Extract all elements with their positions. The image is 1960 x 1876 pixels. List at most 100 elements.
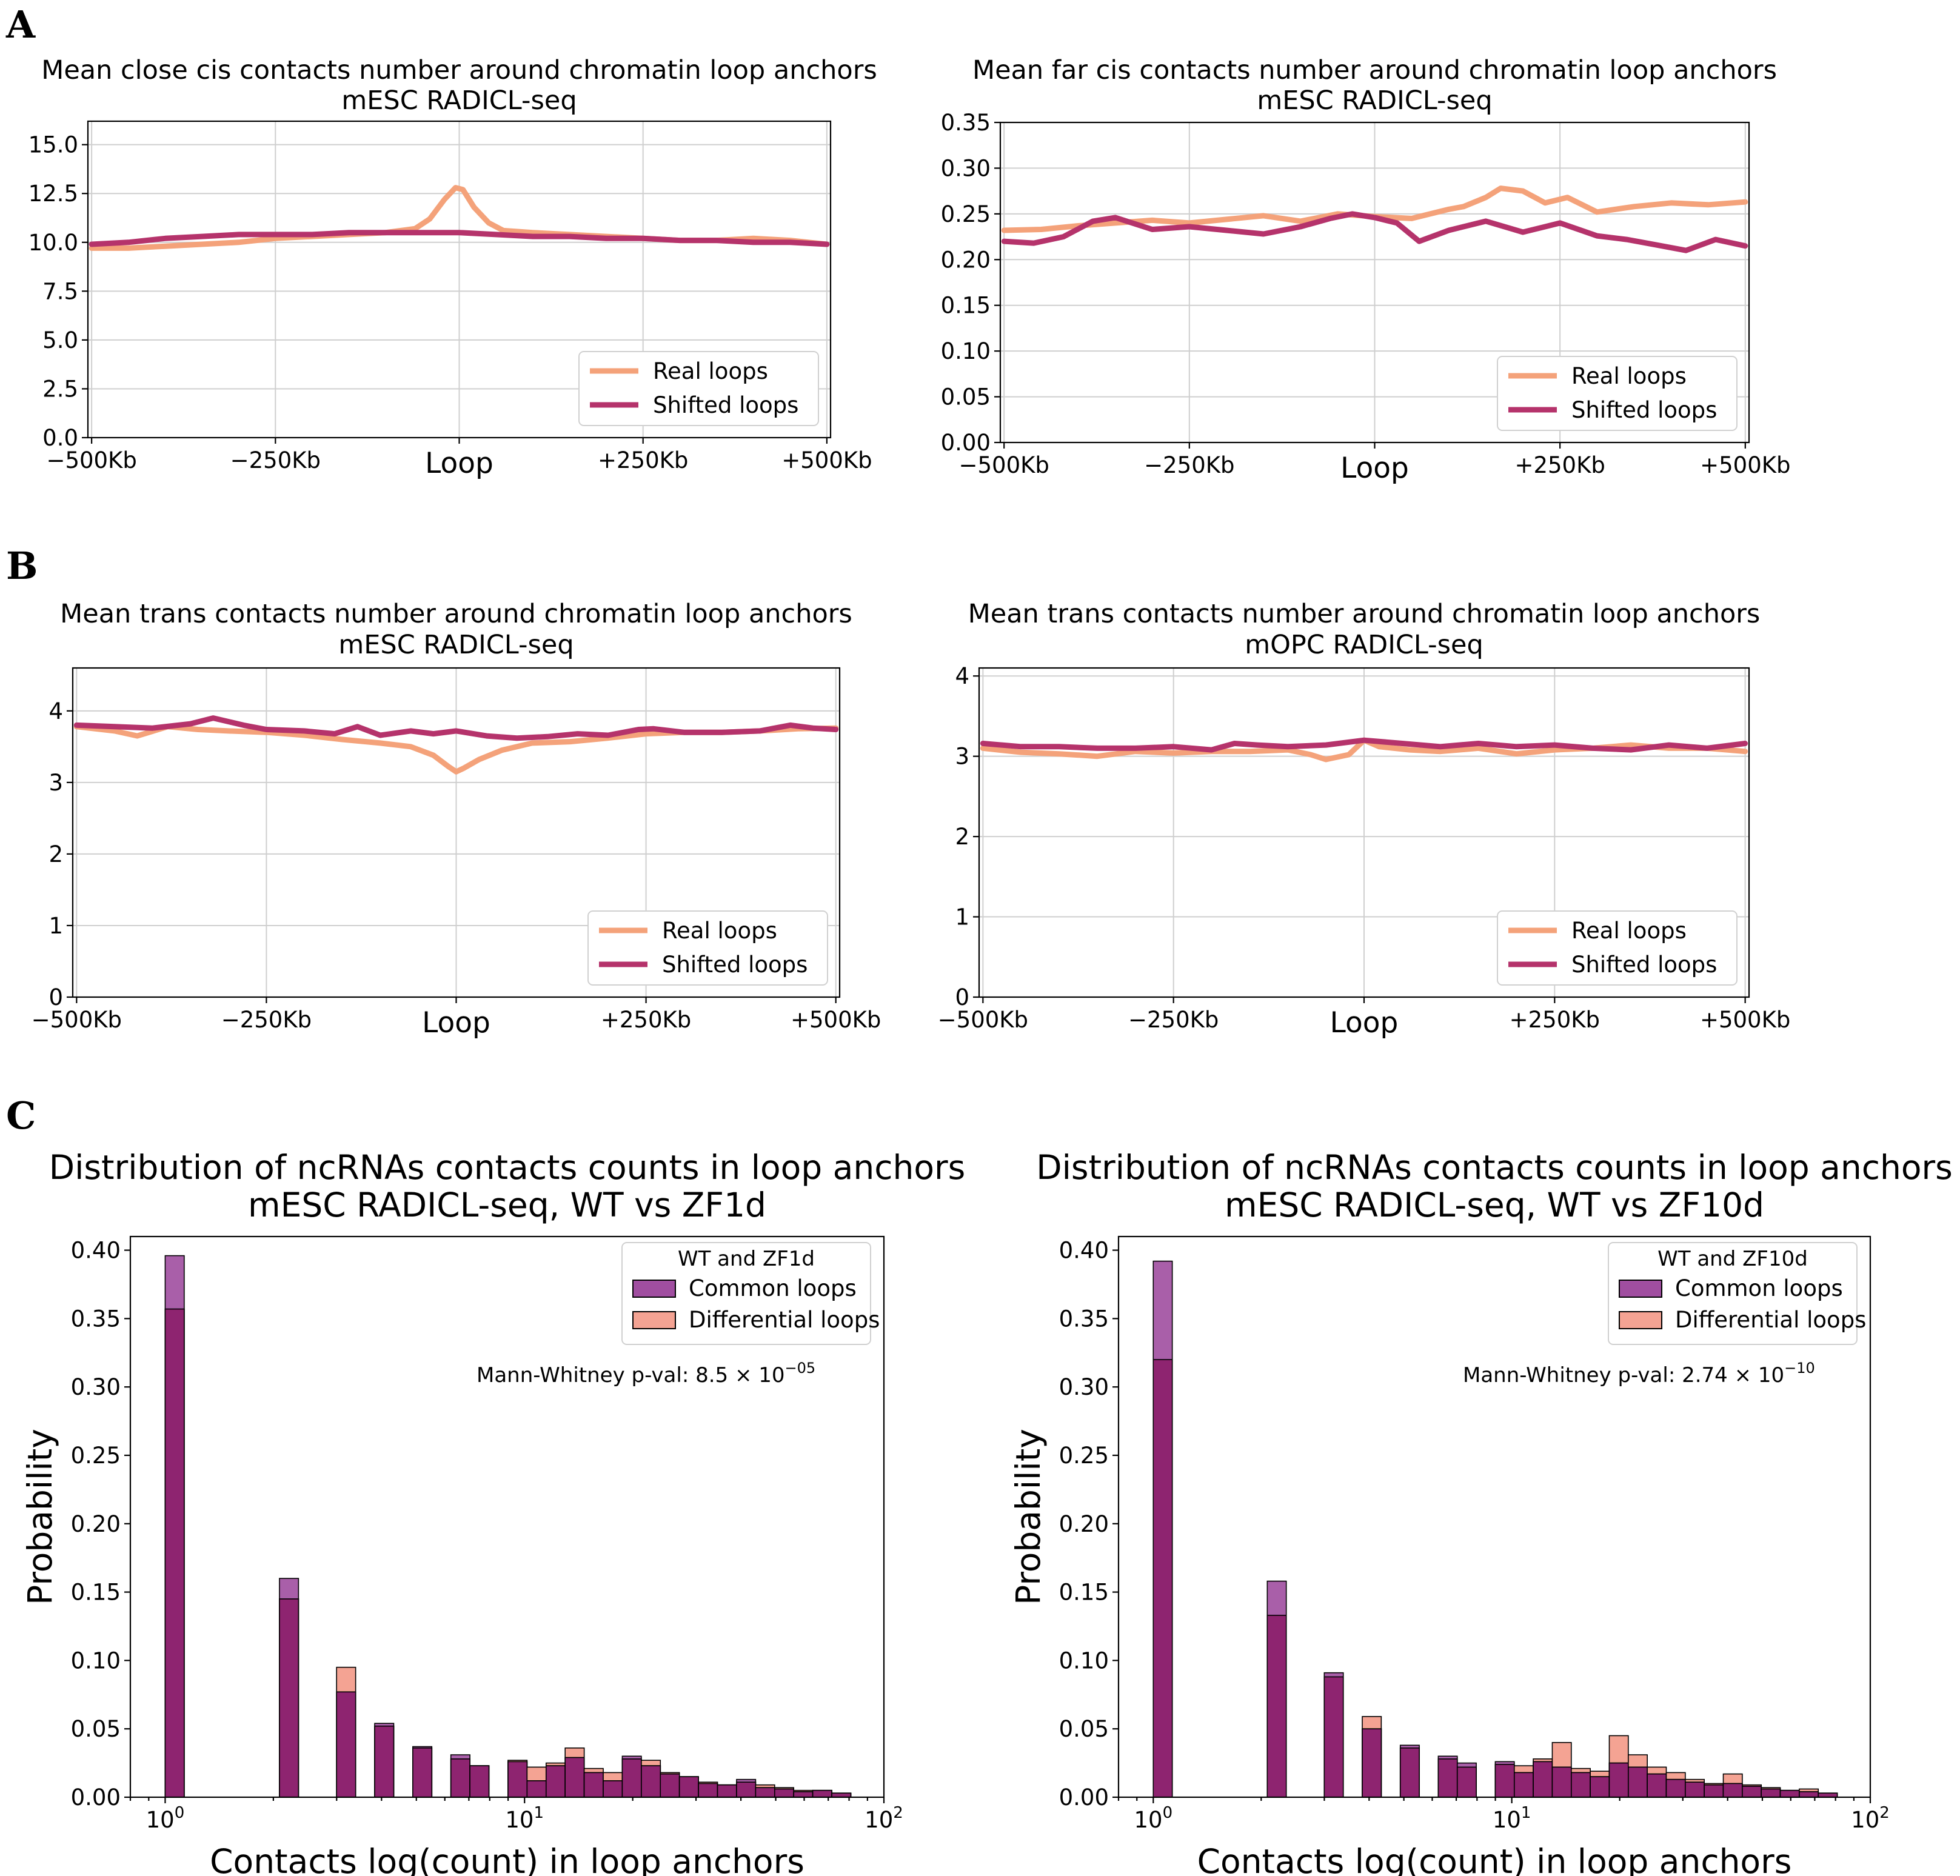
chart-subtitle: mESC RADICL-seq [341, 85, 577, 116]
y-tick-label: 1 [955, 904, 969, 930]
bar-overlap [1761, 1788, 1781, 1798]
x-axis-label: Contacts log(count) in loop anchors [210, 1842, 804, 1876]
bar-overlap [545, 1765, 566, 1798]
chart-subtitle: mESC RADICL-seq, WT vs ZF10d [1225, 1186, 1764, 1224]
bar-overlap [1742, 1786, 1762, 1798]
y-tick-label: 0.25 [1059, 1443, 1109, 1469]
x-tick-label: +250Kb [601, 1007, 691, 1033]
y-tick-label: 12.5 [28, 181, 78, 207]
panel-letter-b: B [6, 544, 38, 588]
tick-exponent: 0 [1163, 1804, 1173, 1822]
axes-frame [72, 667, 841, 998]
y-tick-label: 4 [48, 698, 63, 724]
y-tick-label: 0.35 [941, 110, 991, 136]
legend-label: Real loops [653, 358, 768, 384]
y-tick-label: 1 [48, 913, 63, 939]
y-tick-label: 2.5 [42, 376, 78, 402]
chart-title: Distribution of ncRNAs contacts counts i… [49, 1148, 966, 1187]
x-tick-label: −250Kb [1128, 1007, 1219, 1033]
axes-frame [129, 1235, 885, 1798]
chart-title: Distribution of ncRNAs contacts counts i… [1036, 1148, 1953, 1187]
bar-overlap [1704, 1784, 1724, 1798]
tick-exponent: 2 [893, 1804, 903, 1822]
y-tick-label: 2 [48, 841, 63, 867]
chart-a-left: Mean close cis contacts number around ch… [28, 55, 877, 480]
series-line-real-loops [1001, 185, 1748, 233]
bar-overlap [678, 1776, 699, 1798]
legend-label: Real loops [662, 918, 777, 944]
y-tick-label: 3 [48, 770, 63, 796]
y-tick-label: 0.10 [1059, 1647, 1109, 1674]
bar-overlap [526, 1780, 547, 1798]
legend-title: WT and ZF1d [678, 1247, 815, 1271]
legend-box [587, 910, 828, 986]
bar-overlap [279, 1598, 299, 1798]
tick-base: 10 [1851, 1807, 1879, 1833]
bar-overlap [736, 1781, 757, 1798]
bar-overlap [641, 1765, 661, 1798]
legend-box [1497, 356, 1738, 431]
chart-subtitle: mESC RADICL-seq [1257, 85, 1492, 116]
bar-overlap [450, 1758, 470, 1798]
bar-overlap [412, 1747, 433, 1798]
x-tick-label: 102 [1851, 1804, 1890, 1833]
x-tick-label: +500Kb [791, 1007, 881, 1033]
legend-swatch [632, 1311, 676, 1329]
series-line-shifted-loops [73, 715, 839, 741]
bar-overlap [1779, 1789, 1800, 1798]
annotation-exponent: −10 [1784, 1360, 1815, 1377]
y-tick-label: 7.5 [42, 278, 78, 304]
legend-box [1608, 1242, 1858, 1345]
bar-overlap [1513, 1772, 1534, 1798]
bar-overlap [1799, 1791, 1819, 1798]
y-tick-label: 0.40 [1059, 1238, 1109, 1264]
bar-overlap [698, 1783, 718, 1798]
bar-overlap [1362, 1728, 1382, 1798]
x-tick-label: −250Kb [221, 1007, 312, 1033]
mann-whitney-annotation: Mann-Whitney p-val: 8.5 × 10−05 [477, 1360, 815, 1387]
x-tick-label: −500Kb [938, 1007, 1028, 1033]
tick-base: 10 [1134, 1807, 1162, 1833]
y-tick-label: 0.05 [1059, 1716, 1109, 1742]
y-tick-label: 15.0 [28, 132, 78, 158]
bar-overlap [603, 1780, 623, 1798]
y-axis-label: Probability [21, 1429, 59, 1605]
y-tick-label: 0.30 [71, 1374, 121, 1400]
bar-overlap [812, 1789, 832, 1798]
chart-b-right: Mean trans contacts number around chroma… [938, 599, 1791, 1040]
bar-overlap [1437, 1758, 1458, 1798]
panel-letter-a: A [5, 2, 36, 47]
legend-label: Real loops [1571, 918, 1687, 944]
legend-label: Shifted loops [1571, 397, 1717, 423]
chart-a-right: Mean far cis contacts number around chro… [941, 55, 1791, 485]
legend-box [578, 351, 819, 426]
tick-base: 10 [505, 1807, 533, 1833]
y-tick-label: 0.00 [71, 1784, 121, 1811]
y-tick-label: 0.25 [71, 1443, 121, 1469]
y-tick-label: 0.35 [71, 1306, 121, 1332]
x-tick-label: 100 [146, 1804, 185, 1833]
bar-overlap [774, 1788, 795, 1798]
legend-label: Differential loops [689, 1307, 880, 1333]
y-tick-label: 0.30 [1059, 1374, 1109, 1400]
tick-exponent: 1 [1521, 1804, 1531, 1822]
y-tick-label: 0.40 [71, 1238, 121, 1264]
chart-subtitle: mESC RADICL-seq, WT vs ZF1d [248, 1186, 766, 1224]
bar-overlap [1456, 1766, 1477, 1798]
x-tick-label: −250Kb [230, 447, 321, 473]
series-line-shifted-loops [980, 737, 1748, 753]
x-tick-label: −500Kb [46, 447, 136, 473]
x-tick-label: +250Kb [598, 447, 688, 473]
axes-frame [999, 121, 1750, 444]
x-tick-label: Loop [422, 1006, 490, 1040]
x-tick-label: +500Kb [1700, 452, 1790, 478]
y-tick-label: 0.10 [71, 1647, 121, 1674]
y-tick-label: 0.35 [1059, 1306, 1109, 1332]
series-line-shifted-loops [1001, 211, 1748, 253]
charts: Mean close cis contacts number around ch… [21, 55, 1953, 1876]
bar-overlap [621, 1758, 642, 1798]
x-tick-label: 101 [1493, 1804, 1531, 1833]
y-tick-label: 0.20 [71, 1511, 121, 1537]
series-line-shifted-loops [89, 230, 830, 247]
